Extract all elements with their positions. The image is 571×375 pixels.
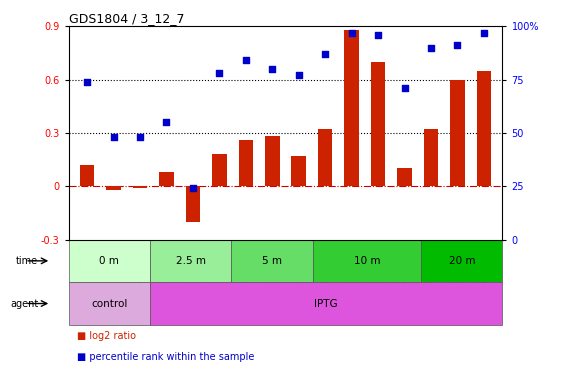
Point	[215, 70, 224, 76]
Text: control: control	[91, 298, 127, 309]
Text: time: time	[16, 256, 38, 266]
Bar	[80, 165, 94, 186]
Bar	[318, 129, 332, 186]
Text: 0 m: 0 m	[99, 256, 119, 266]
Point	[294, 72, 303, 78]
Point	[453, 42, 462, 48]
Bar	[344, 30, 359, 186]
Text: GDS1804 / 3_12_7: GDS1804 / 3_12_7	[69, 12, 184, 25]
Bar	[239, 140, 253, 186]
Bar	[265, 136, 280, 186]
Bar	[371, 62, 385, 186]
Point	[109, 134, 118, 140]
FancyBboxPatch shape	[231, 240, 313, 282]
Bar	[106, 186, 121, 190]
Bar	[291, 156, 306, 186]
FancyBboxPatch shape	[313, 240, 421, 282]
Bar	[132, 186, 147, 188]
Text: agent: agent	[10, 298, 38, 309]
Text: 5 m: 5 m	[262, 256, 282, 266]
Text: IPTG: IPTG	[315, 298, 338, 309]
Text: 10 m: 10 m	[353, 256, 380, 266]
Bar	[397, 168, 412, 186]
Text: ■ log2 ratio: ■ log2 ratio	[77, 330, 136, 340]
FancyBboxPatch shape	[150, 282, 502, 325]
Point	[82, 79, 91, 85]
Bar	[450, 80, 465, 186]
Text: 20 m: 20 m	[449, 256, 475, 266]
Bar	[212, 154, 227, 186]
Point	[400, 85, 409, 91]
Point	[135, 134, 144, 140]
Text: ■ percentile rank within the sample: ■ percentile rank within the sample	[77, 352, 255, 362]
Point	[427, 45, 436, 51]
FancyBboxPatch shape	[421, 240, 502, 282]
Point	[321, 51, 330, 57]
Point	[373, 32, 383, 38]
Point	[480, 30, 489, 36]
FancyBboxPatch shape	[69, 282, 150, 325]
Point	[268, 66, 277, 72]
Point	[347, 30, 356, 36]
Point	[162, 119, 171, 125]
Point	[241, 57, 250, 63]
Bar	[159, 172, 174, 186]
Text: 2.5 m: 2.5 m	[175, 256, 206, 266]
Bar	[424, 129, 439, 186]
Bar	[477, 70, 491, 186]
FancyBboxPatch shape	[150, 240, 231, 282]
Point	[188, 185, 198, 191]
FancyBboxPatch shape	[69, 240, 150, 282]
Bar	[186, 186, 200, 222]
